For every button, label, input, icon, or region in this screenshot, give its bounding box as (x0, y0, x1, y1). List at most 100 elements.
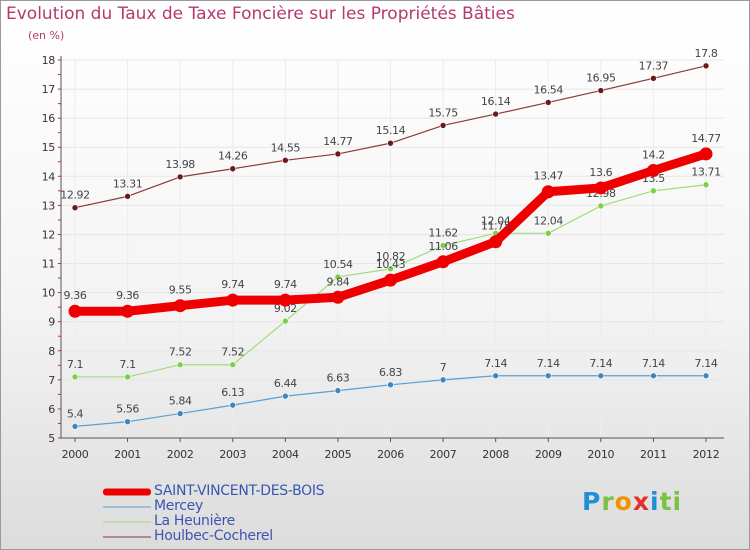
data-label-saint-vincent-des-bois: 14.77 (691, 132, 721, 145)
y-tick-label: 13 (42, 199, 56, 212)
data-point-la-heuni-re (650, 187, 657, 195)
data-point-la-heuni-re (282, 317, 289, 325)
data-point-mercey (597, 372, 605, 380)
data-label-houlbec-cocherel: 15.14 (376, 124, 406, 137)
y-axis-unit-label: (en %) (28, 29, 65, 42)
data-label-mercey: 5.4 (67, 407, 84, 420)
data-label-la-heuni-re: 7.52 (221, 346, 244, 359)
data-point-saint-vincent-des-bois (489, 235, 503, 249)
y-tick-label: 18 (42, 54, 56, 67)
x-tick-label: 2006 (377, 448, 404, 461)
data-point-houlbec-cocherel (439, 122, 447, 129)
proxiti-logo: Proxiti (582, 487, 682, 516)
data-point-la-heuni-re (544, 229, 552, 237)
data-label-la-heuni-re: 13.71 (691, 166, 721, 179)
data-label-saint-vincent-des-bois: 13.6 (589, 166, 612, 179)
data-point-la-heuni-re (334, 273, 342, 281)
data-point-houlbec-cocherel (544, 99, 552, 106)
data-point-saint-vincent-des-bois (384, 273, 397, 287)
data-label-la-heuni-re: 10.54 (323, 258, 353, 271)
data-point-saint-vincent-des-bois (436, 255, 450, 269)
x-tick-label: 2002 (167, 448, 194, 461)
data-label-mercey: 6.83 (379, 366, 402, 379)
data-label-mercey: 6.63 (326, 372, 349, 385)
y-tick-label: 15 (42, 141, 56, 154)
data-label-houlbec-cocherel: 12.92 (60, 189, 90, 202)
data-point-saint-vincent-des-bois (541, 185, 555, 199)
data-label-saint-vincent-des-bois: 9.36 (64, 289, 87, 302)
data-label-mercey: 7 (440, 361, 447, 374)
data-point-saint-vincent-des-bois (68, 304, 82, 318)
y-tick-label: 14 (42, 170, 56, 183)
y-tick-label: 10 (42, 287, 56, 300)
data-point-houlbec-cocherel (650, 75, 657, 82)
data-point-houlbec-cocherel (176, 173, 184, 181)
data-point-houlbec-cocherel (282, 157, 289, 164)
y-tick-label: 7 (48, 374, 55, 387)
chart-title: Evolution du Taux de Taxe Foncière sur l… (6, 4, 515, 24)
data-label-saint-vincent-des-bois: 9.74 (221, 278, 244, 291)
data-point-la-heuni-re (176, 361, 184, 369)
data-point-la-heuni-re (229, 361, 237, 369)
data-label-la-heuni-re: 11.62 (428, 227, 458, 240)
data-point-mercey (71, 423, 79, 430)
data-point-mercey (124, 418, 131, 426)
data-label-mercey: 7.14 (642, 357, 665, 370)
data-point-la-heuni-re (71, 373, 79, 381)
data-point-la-heuni-re (124, 373, 131, 381)
data-point-la-heuni-re (439, 242, 447, 249)
x-tick-label: 2008 (482, 448, 509, 461)
logo-letter: r (601, 487, 615, 516)
data-point-houlbec-cocherel (124, 193, 131, 200)
data-point-saint-vincent-des-bois (699, 147, 713, 161)
data-label-la-heuni-re: 10.82 (376, 250, 406, 263)
legend-label: Mercey (154, 498, 203, 514)
data-point-mercey (544, 372, 552, 380)
x-tick-label: 2010 (587, 448, 614, 461)
data-point-mercey (176, 410, 184, 417)
data-label-saint-vincent-des-bois: 11.06 (428, 240, 458, 253)
x-tick-label: 2000 (62, 448, 89, 461)
x-tick-label: 2001 (114, 448, 141, 461)
legend-swatch (103, 521, 151, 522)
data-point-houlbec-cocherel (702, 62, 710, 70)
data-label-mercey: 5.56 (116, 403, 139, 416)
logo-letter: x (632, 487, 650, 516)
logo-letter: i (650, 487, 660, 516)
y-tick-label: 9 (48, 316, 55, 329)
data-label-houlbec-cocherel: 13.31 (113, 177, 143, 190)
legend-swatch (103, 536, 151, 537)
data-label-la-heuni-re: 12.04 (481, 214, 511, 227)
data-label-houlbec-cocherel: 17.8 (695, 47, 718, 60)
data-point-la-heuni-re (387, 265, 394, 273)
data-label-saint-vincent-des-bois: 9.84 (326, 275, 349, 288)
data-point-mercey (334, 387, 342, 394)
data-label-houlbec-cocherel: 14.55 (271, 141, 301, 154)
data-point-mercey (387, 381, 394, 389)
legend-label: SAINT-VINCENT-DES-BOIS (154, 483, 325, 499)
x-tick-label: 2005 (325, 448, 352, 461)
y-tick-label: 8 (48, 345, 55, 358)
legend-swatch (103, 488, 151, 495)
data-label-saint-vincent-des-bois: 9.36 (116, 289, 139, 302)
data-label-mercey: 7.14 (537, 357, 560, 370)
data-point-mercey (702, 372, 710, 380)
data-point-saint-vincent-des-bois (173, 299, 187, 313)
data-label-mercey: 7.14 (589, 357, 612, 370)
data-point-houlbec-cocherel (229, 165, 237, 173)
data-label-houlbec-cocherel: 16.95 (586, 72, 616, 85)
data-label-houlbec-cocherel: 13.98 (165, 158, 195, 171)
data-point-houlbec-cocherel (334, 150, 342, 158)
y-tick-label: 6 (48, 403, 55, 416)
data-point-mercey (439, 376, 447, 384)
logo-letter: P (582, 487, 602, 516)
y-tick-label: 16 (42, 112, 56, 125)
data-label-la-heuni-re: 7.1 (119, 358, 135, 371)
data-label-houlbec-cocherel: 14.77 (323, 135, 353, 148)
legend-label: Houlbec-Cocherel (154, 528, 273, 544)
data-point-saint-vincent-des-bois (594, 181, 608, 195)
x-tick-label: 2003 (219, 448, 246, 461)
data-label-la-heuni-re: 7.1 (67, 358, 83, 371)
